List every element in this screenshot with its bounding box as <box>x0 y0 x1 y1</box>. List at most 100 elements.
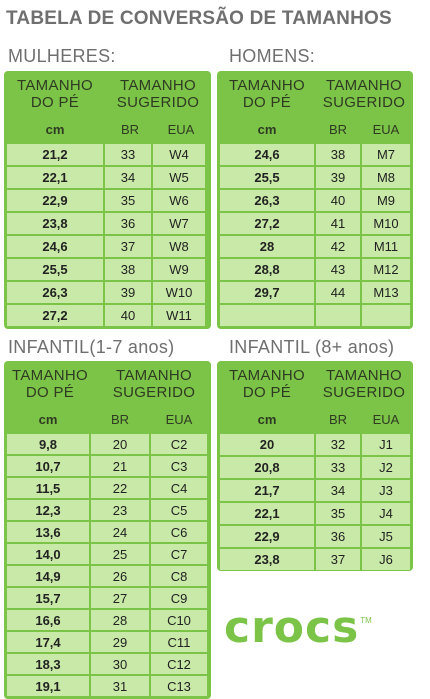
subheader-eua: EUA <box>372 412 400 427</box>
cell-eua: W10 <box>153 282 205 303</box>
cell-eua: W11 <box>153 305 205 326</box>
cell-cm: 26,3 <box>220 190 314 211</box>
table-row: 22,9 35 W6 <box>6 189 206 212</box>
cell-cm: 12,3 <box>7 500 89 520</box>
cell-eua: J1 <box>362 434 410 455</box>
table-row: 24,6 37 W8 <box>6 235 206 258</box>
cell-eua: M13 <box>362 282 410 303</box>
header-line: SUGERIDO <box>322 94 406 111</box>
cell-eua: C3 <box>151 456 207 476</box>
table-row: 26,3 40 M9 <box>219 189 411 212</box>
cell-eua: W5 <box>153 167 205 188</box>
subheader-cm: cm <box>257 412 277 427</box>
cell-br: 28 <box>91 610 149 630</box>
cell-br: 42 <box>316 236 360 257</box>
header-line: DO PÉ <box>242 384 292 401</box>
header-line: DO PÉ <box>242 94 292 111</box>
table-row: 29,7 44 M13 <box>219 281 411 304</box>
table-row: 21,2 33 W4 <box>6 143 206 166</box>
table-row: 27,2 40 W11 <box>6 304 206 327</box>
subheader-eua: EUA <box>167 122 195 137</box>
subheader-eua: EUA <box>372 122 400 137</box>
table-row: 20 32 J1 <box>219 433 411 456</box>
header-line: TAMANHO <box>17 77 93 94</box>
cell-cm: 16,6 <box>7 610 89 630</box>
cell-cm: 13,6 <box>7 522 89 542</box>
table-row: 10,7 21 C3 <box>6 455 208 477</box>
cell-br: 31 <box>91 676 149 696</box>
header-tamanho-sugerido: TAMANHO SUGERIDO <box>317 367 411 401</box>
table-row: 14,0 25 C7 <box>6 543 208 565</box>
cell-cm: 25,5 <box>7 259 103 280</box>
cell-cm: 20,8 <box>220 457 314 478</box>
table-row: 21,7 34 J3 <box>219 479 411 502</box>
cell-eua: M10 <box>362 213 410 234</box>
cell-br: 32 <box>316 434 360 455</box>
header-line: TAMANHO <box>229 77 305 94</box>
cell-eua: W8 <box>153 236 205 257</box>
cell-br: 37 <box>316 549 360 570</box>
cell-cm: 24,6 <box>7 236 103 257</box>
cell-br: 27 <box>91 588 149 608</box>
cell-cm: 27,2 <box>220 213 314 234</box>
cell-cm: 28 <box>220 236 314 257</box>
cell-br: 34 <box>316 480 360 501</box>
cell-cm: 23,8 <box>220 549 314 570</box>
subheader-br: BR <box>120 122 140 137</box>
table-row: 9,8 20 C2 <box>6 433 208 455</box>
cell-eua: C9 <box>151 588 207 608</box>
cell-cm: 25,5 <box>220 167 314 188</box>
cell-eua: M11 <box>362 236 410 257</box>
cell-br: 37 <box>105 236 151 257</box>
cell-eua: C11 <box>151 632 207 652</box>
header-tamanho-sugerido: TAMANHO SUGERIDO <box>102 367 206 401</box>
header-tamanho-do-pe: TAMANHO DO PÉ <box>6 77 104 111</box>
subheader-eua: EUA <box>165 412 193 427</box>
cell-br: 35 <box>105 190 151 211</box>
header-tamanho-do-pe: TAMANHO DO PÉ <box>6 367 94 401</box>
table-row: 25,5 38 W9 <box>6 258 206 281</box>
table-homens: TAMANHO DO PÉ TAMANHO SUGERIDO cm BR EUA… <box>217 71 413 329</box>
header-tamanho-sugerido: TAMANHO SUGERIDO <box>317 77 411 111</box>
cell-cm: 21,2 <box>7 144 103 165</box>
header-line: SUGERIDO <box>322 384 406 401</box>
cell-br: 20 <box>91 434 149 454</box>
cell-cm: 24,6 <box>220 144 314 165</box>
cell-eua: W9 <box>153 259 205 280</box>
cell-eua: C8 <box>151 566 207 586</box>
cell-eua: C2 <box>151 434 207 454</box>
header-tamanho-sugerido: TAMANHO SUGERIDO <box>110 77 206 111</box>
cell-cm: 9,8 <box>7 434 89 454</box>
subheader-cm: cm <box>38 412 58 427</box>
cell-eua: J2 <box>362 457 410 478</box>
table-row: 22,9 36 J5 <box>219 525 411 548</box>
trademark-symbol: TM <box>360 616 372 625</box>
cell-cm: 14,0 <box>7 544 89 564</box>
cell-eua: W7 <box>153 213 205 234</box>
table-row: 26,3 39 W10 <box>6 281 206 304</box>
cell-br: 41 <box>316 213 360 234</box>
table-row: 15,7 27 C9 <box>6 587 208 609</box>
header-line: TAMANHO <box>116 367 192 384</box>
subheader-br: BR <box>110 412 130 427</box>
section-title-infantil-8: INFANTIL (8+ anos) <box>229 337 395 357</box>
cell-cm: 22,1 <box>220 503 314 524</box>
table-row: 16,6 28 C10 <box>6 609 208 631</box>
cell-br: 39 <box>105 282 151 303</box>
table-row: 11,5 22 C4 <box>6 477 208 499</box>
cell-cm: 27,2 <box>7 305 103 326</box>
cell-eua: J5 <box>362 526 410 547</box>
table-row: 12,3 23 C5 <box>6 499 208 521</box>
table-row: 18,3 30 C12 <box>6 653 208 675</box>
cell-eua: J6 <box>362 549 410 570</box>
cell-br: 40 <box>105 305 151 326</box>
cell-br: 40 <box>316 190 360 211</box>
table-row: 27,2 41 M10 <box>219 212 411 235</box>
cell-cm: 19,1 <box>7 676 89 696</box>
cell-br <box>316 305 360 326</box>
cell-eua: J4 <box>362 503 410 524</box>
cell-cm: 15,7 <box>7 588 89 608</box>
cell-eua: C13 <box>151 676 207 696</box>
cell-br: 38 <box>316 144 360 165</box>
header-line: TAMANHO <box>12 367 88 384</box>
